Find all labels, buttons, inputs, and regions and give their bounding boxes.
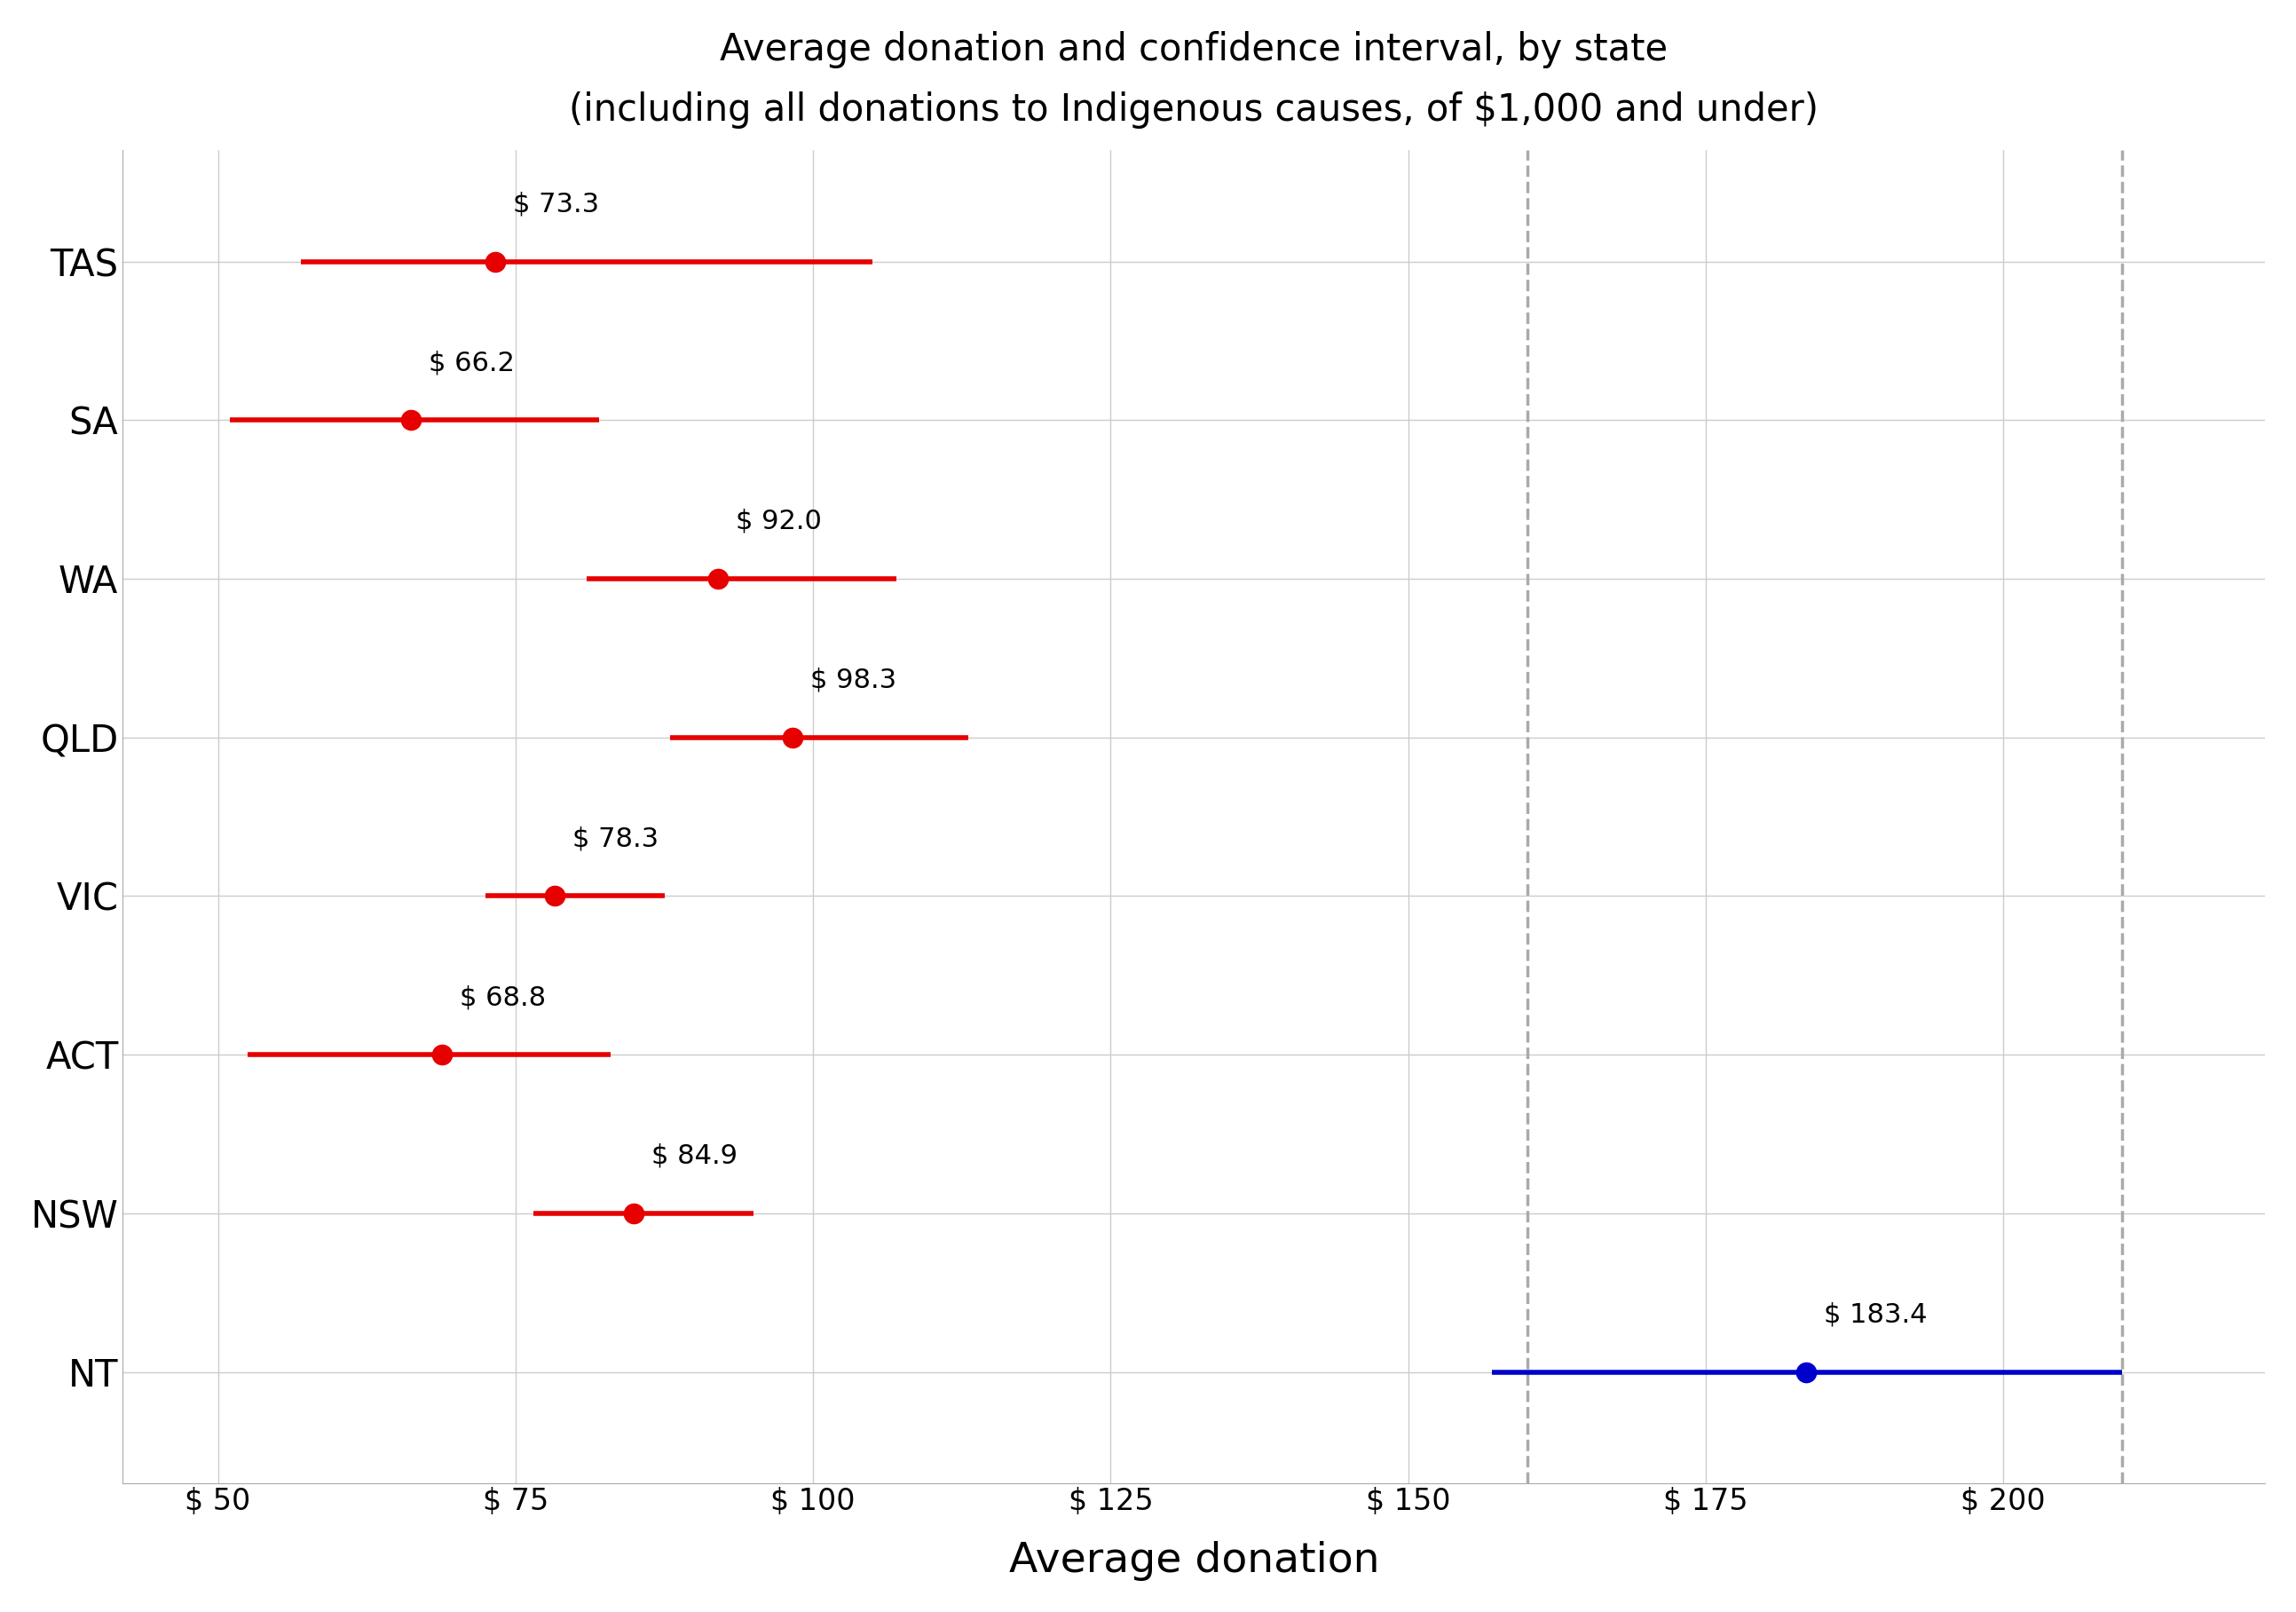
Text: $ 92.0: $ 92.0 bbox=[735, 508, 822, 534]
Text: $ 66.2: $ 66.2 bbox=[429, 350, 514, 376]
Text: $ 78.3: $ 78.3 bbox=[572, 825, 659, 851]
Text: $ 84.9: $ 84.9 bbox=[652, 1143, 737, 1169]
Text: $ 73.3: $ 73.3 bbox=[514, 192, 599, 218]
Title: Average donation and confidence interval, by state
(including all donations to I: Average donation and confidence interval… bbox=[569, 31, 1818, 129]
Text: $ 98.3: $ 98.3 bbox=[810, 667, 898, 693]
X-axis label: Average donation: Average donation bbox=[1008, 1541, 1380, 1581]
Text: $ 183.4: $ 183.4 bbox=[1823, 1302, 1926, 1328]
Text: $ 68.8: $ 68.8 bbox=[459, 985, 546, 1011]
